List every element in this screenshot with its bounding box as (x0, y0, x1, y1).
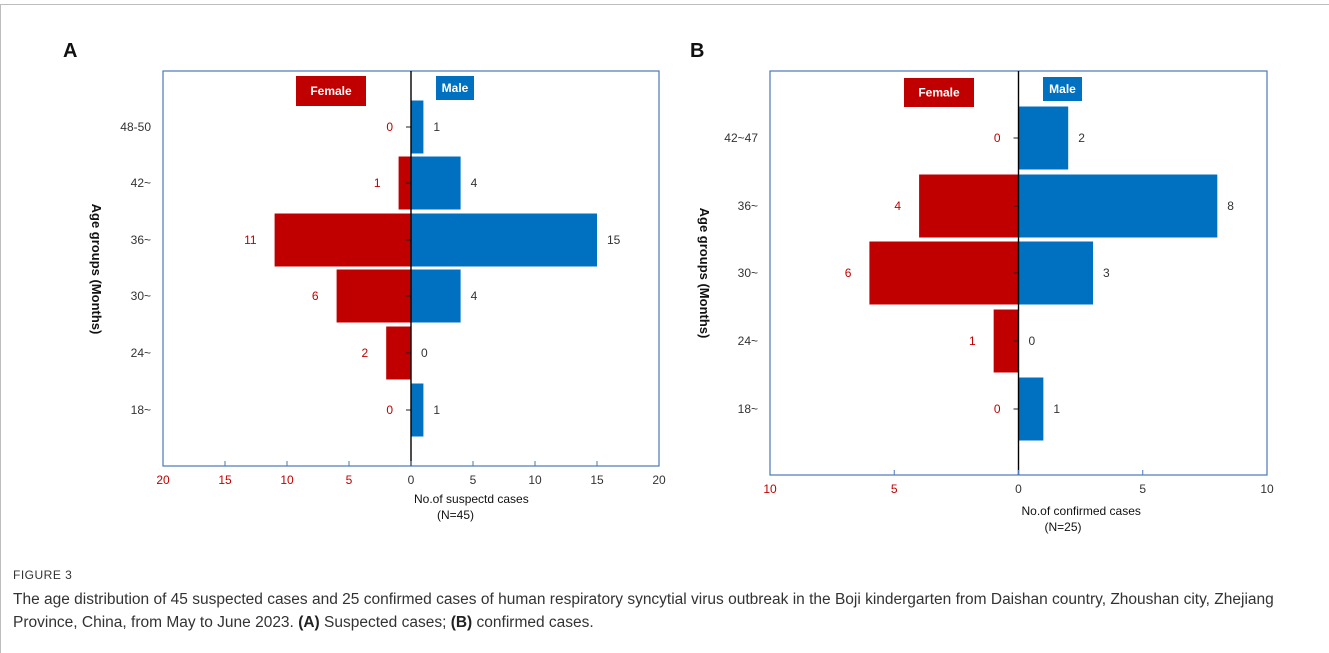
panel-a-ylabel: Age groups (Months) (89, 204, 104, 335)
panel-a-legend-female-swatch (296, 76, 366, 106)
panel-b-female-bar-3 (869, 241, 1019, 305)
panel-a-x-tick-label-7: 10 (528, 473, 542, 487)
panel-b-legend-female-swatch (904, 78, 974, 107)
caption-label-b: (B) (450, 614, 473, 631)
panel-b-legend-female-label: Female (918, 86, 960, 100)
panel-a-xlabel: No.of suspectd cases (414, 492, 529, 506)
panel-a-female-value-4: 11 (244, 233, 257, 247)
panel-a-letter: A (63, 40, 77, 62)
panel-b-legend-male-label: Male (1049, 82, 1076, 96)
figure-label: FIGURE 3 (13, 568, 73, 582)
panel-b-male-value-4: 8 (1227, 199, 1234, 213)
panel-b-category-label-4: 36~ (738, 199, 758, 213)
figure-frame-top (0, 4, 1329, 5)
panel-a-male-bar-5 (411, 156, 461, 210)
panel-a-x-tick-label-8: 15 (590, 473, 604, 487)
panel-a-male-value-2: 0 (421, 346, 428, 360)
panel-b-male-bar-5 (1018, 106, 1069, 170)
panel-a-legend-female-label: Female (310, 84, 352, 98)
panel-a-female-bar-4 (274, 213, 411, 267)
panel-a-x-tick-label-1: 20 (156, 473, 170, 487)
panel-a-male-bar-3 (411, 269, 461, 323)
figure-caption: FIGURE 3 The age distribution of 45 susp… (13, 568, 1323, 634)
panel-a-category-label-6: 48-50 (120, 120, 151, 134)
panel-a-legend-male-label: Male (442, 81, 469, 95)
panel-b-female-value-5: 0 (994, 131, 1001, 145)
panel-a-x-tick-label-3: 10 (280, 473, 294, 487)
caption-main-text: The age distribution of 45 suspected cas… (13, 591, 1274, 631)
panel-a-female-value-3: 6 (312, 289, 319, 303)
panel-b-female-value-3: 6 (845, 266, 852, 280)
panel-a-male-value-3: 4 (471, 289, 478, 303)
panel-a-female-bar-5 (398, 156, 411, 210)
panel-b-category-label-1: 18~ (738, 402, 758, 416)
panel-a-x-tick-label-9: 20 (652, 473, 666, 487)
panel-b-category-label-3: 30~ (738, 266, 758, 280)
panel-a-female-value-1: 0 (386, 403, 393, 417)
panel-b-x-tick-label-1: 10 (763, 482, 777, 496)
panel-b-female-bar-4 (919, 174, 1019, 238)
panel-b-legend-male-swatch (1043, 77, 1082, 101)
panel-a-category-label-1: 18~ (131, 403, 151, 417)
panel-b-category-label-5: 42~47 (724, 131, 758, 145)
panel-a-female-value-5: 1 (374, 176, 381, 190)
caption-text-a: Suspected cases; (324, 614, 447, 631)
panel-b-male-bar-3 (1018, 241, 1094, 305)
panel-b-female-value-2: 1 (969, 334, 976, 348)
panel-b-ylabel: Age groups (Months) (697, 208, 712, 339)
panel-a-category-label-4: 36~ (131, 233, 151, 247)
panel-a-male-value-1: 1 (433, 403, 440, 417)
panel-b-letter: B (690, 40, 704, 62)
panel-b-male-bar-1 (1018, 377, 1044, 441)
panel-a-male-bar-4 (411, 213, 597, 267)
panel-b-xlabel: No.of confirmed cases (1022, 504, 1141, 518)
panel-a-legend-male-swatch (436, 76, 474, 100)
panel-b-male-value-5: 2 (1078, 131, 1085, 145)
panel-b-male-value-3: 3 (1103, 266, 1110, 280)
panel-a-category-label-2: 24~ (131, 346, 151, 360)
caption-label-a: (A) (298, 614, 320, 631)
figure-caption-text: The age distribution of 45 suspected cas… (13, 588, 1323, 634)
panel-b-category-label-2: 24~ (738, 334, 758, 348)
figure-frame-left (0, 4, 1, 653)
panel-b-male-bar-4 (1018, 174, 1218, 238)
panel-a-x-tick-label-6: 5 (470, 473, 477, 487)
panel-a-female-value-6: 0 (386, 120, 393, 134)
panel-a-male-value-5: 4 (471, 176, 478, 190)
panel-b-x-tick-label-2: 5 (891, 482, 898, 496)
panel-b-male-value-1: 1 (1053, 402, 1060, 416)
panel-a-xlabel-sub: (N=45) (437, 508, 474, 522)
panel-a-female-bar-3 (336, 269, 411, 323)
panel-b-female-value-4: 4 (894, 199, 901, 213)
panel-a-female-value-2: 2 (362, 346, 369, 360)
panel-b-female-value-1: 0 (994, 402, 1001, 416)
panel-a-x-tick-label-4: 5 (346, 473, 353, 487)
panel-a-male-value-6: 1 (433, 120, 440, 134)
panel-a-x-tick-label-5: 0 (408, 473, 415, 487)
panel-a-male-bar-6 (411, 100, 424, 154)
panel-b-x-tick-label-4: 5 (1139, 482, 1146, 496)
panel-a-male-value-4: 15 (607, 233, 621, 247)
panel-a-male-bar-1 (411, 383, 424, 437)
panel-a-x-tick-label-2: 15 (218, 473, 232, 487)
panel-b-male-value-2: 0 (1029, 334, 1036, 348)
panel-a-category-label-3: 30~ (131, 289, 151, 303)
caption-text-b: confirmed cases. (476, 614, 594, 631)
panel-b-x-tick-label-5: 10 (1260, 482, 1274, 496)
panel-b-x-tick-label-3: 0 (1015, 482, 1022, 496)
panel-b-xlabel-sub: (N=25) (1045, 520, 1082, 534)
panel-a-category-label-5: 42~ (131, 176, 151, 190)
